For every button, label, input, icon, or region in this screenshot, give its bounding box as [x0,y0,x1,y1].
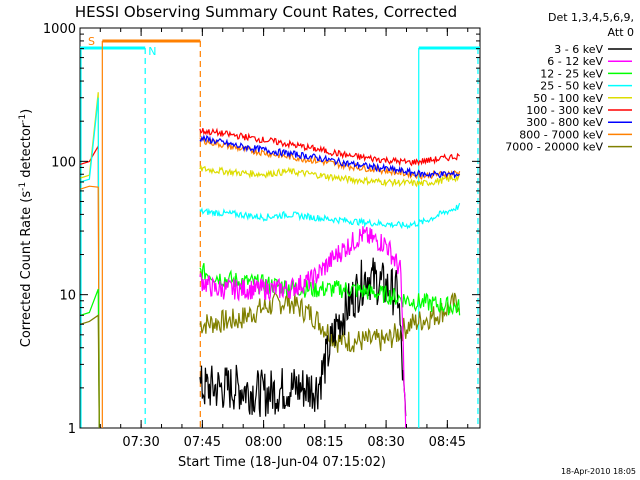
legend-title-line1: Det 1,3,4,5,6,9, [548,11,634,24]
y-tick-label: 100 [51,155,76,170]
series-group [80,92,461,429]
y-axis-label: Corrected Count Rate (s-1 detector-1) [18,109,34,347]
night-label: N [148,45,156,58]
saa-label: S [88,35,95,48]
x-tick-label: 07:45 [184,435,221,450]
x-axis-label: Start Time (18-Jun-04 07:15:02) [178,455,386,470]
legend-label: 300 - 800 keV [526,116,603,129]
legend-label: 7000 - 20000 keV [505,141,603,154]
y-tick-label: 10 [59,289,76,304]
series-fragment [80,288,100,429]
y-axis-label-main: Corrected Count Rate (s [19,191,34,348]
series-line [199,165,461,188]
plot-frame [79,27,481,429]
legend-label: 800 - 7000 keV [519,128,603,141]
chart-title: HESSI Observing Summary Count Rates, Cor… [75,3,457,21]
legend-label: 3 - 6 keV [554,43,603,56]
timestamp: 18-Apr-2010 18:05 [561,467,636,476]
axis-ticks: 1 10 100 1000 07:30 07:45 08:00 08:15 08:30 08:45 [43,22,480,450]
state-bars: SN [80,35,480,428]
series-fragment [80,92,100,429]
y-tick-label: 1000 [43,22,76,37]
legend-label: 50 - 100 keV [533,92,603,105]
legend-label: 100 - 300 keV [526,104,603,117]
series-fragment [80,314,100,429]
series-line [199,127,461,167]
x-tick-label: 08:45 [429,435,466,450]
legend-label: 6 - 12 keV [547,55,603,68]
y-axis-label-mid: detector [19,122,34,182]
series-line [199,203,461,230]
y-axis-label-sup1: -1 [18,182,28,191]
legend-label: 12 - 25 keV [540,67,603,80]
y-axis-label-end: ) [19,109,34,114]
legend-label: 25 - 50 keV [540,80,603,93]
legend-title-line2: Att 0 [608,26,634,39]
series-fragment [80,97,100,429]
y-tick-label: 1 [68,422,76,437]
series-line [199,134,460,179]
y-axis-label-sup2: -1 [18,114,28,123]
series-line [199,226,407,429]
x-tick-label: 08:15 [306,435,343,450]
x-tick-label: 08:00 [245,435,282,450]
series-line [199,257,407,417]
x-tick-label: 07:30 [122,435,159,450]
x-tick-label: 08:30 [367,435,404,450]
